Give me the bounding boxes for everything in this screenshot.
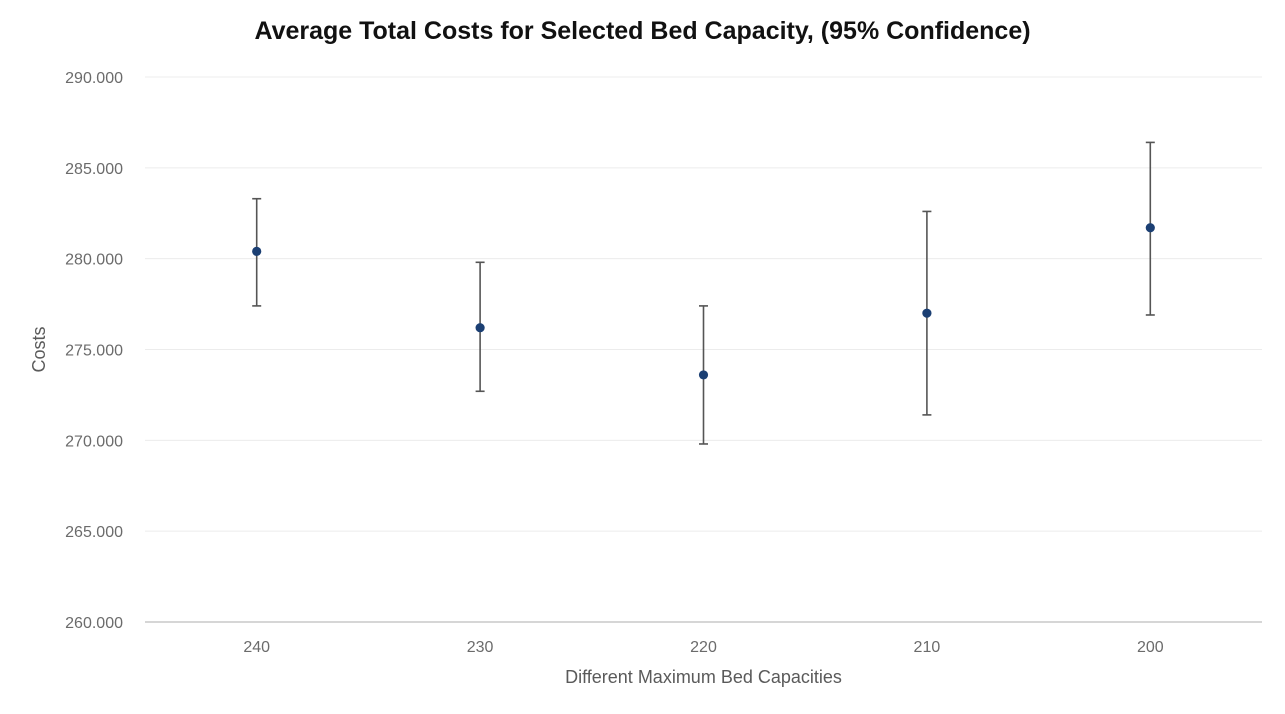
y-tick-label: 275.000: [65, 343, 123, 360]
data-point: [252, 246, 262, 256]
x-tick-label: 230: [467, 639, 494, 656]
x-tick-label: 200: [1137, 639, 1164, 656]
data-point: [475, 323, 485, 333]
chart-title: Average Total Costs for Selected Bed Cap…: [254, 17, 1031, 45]
error-bars: [252, 141, 1155, 445]
y-tick-label: 280.000: [65, 252, 123, 269]
data-point: [698, 370, 709, 380]
x-tick-label: 240: [243, 639, 270, 656]
x-tick-label: 210: [914, 639, 941, 656]
data-point: [1145, 223, 1155, 233]
y-tick-label: 290.000: [65, 70, 123, 87]
data-points: [252, 223, 1155, 380]
y-tick-label: 265.000: [65, 524, 123, 541]
y-tick-label: 260.000: [65, 615, 123, 632]
data-point: [922, 308, 932, 318]
x-tick-label: 220: [690, 639, 717, 656]
y-tick-label: 285.000: [65, 161, 123, 178]
y-tick-labels: 260.000 265.000 270.000 275.000 280.000 285.0…: [65, 70, 123, 632]
x-tick-labels: 240 230 220 210 200: [243, 639, 1163, 656]
y-tick-label: 270.000: [65, 433, 123, 450]
y-axis-label: Costs: [29, 326, 49, 372]
x-axis-label: Different Maximum Bed Capacities: [565, 667, 842, 687]
